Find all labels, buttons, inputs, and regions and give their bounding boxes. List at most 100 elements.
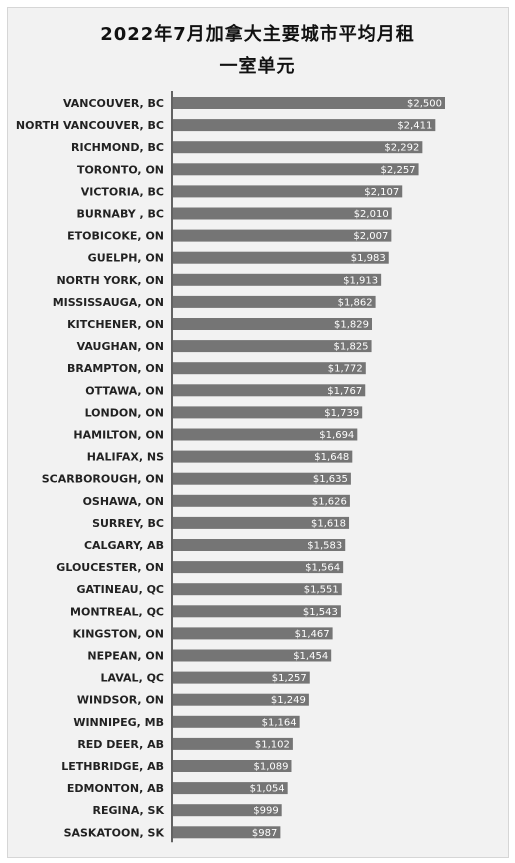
category-label: EDMONTON, AB [67, 782, 164, 795]
bar [173, 141, 423, 154]
data-label: $1,543 [303, 607, 338, 618]
category-label: VAUGHAN, ON [77, 340, 164, 353]
data-label: $1,694 [319, 430, 354, 441]
bar [173, 804, 282, 817]
bar [173, 561, 344, 574]
category-label: BRAMPTON, ON [67, 362, 164, 375]
category-label: NEPEAN, ON [87, 650, 164, 663]
category-label: ETOBICOKE, ON [67, 230, 164, 243]
bar [173, 97, 445, 109]
bar [173, 273, 382, 286]
category-label: OSHAWA, ON [83, 495, 164, 508]
bar [173, 605, 341, 618]
data-label: $2,500 [407, 99, 442, 110]
bar [173, 737, 293, 750]
bar [173, 362, 366, 375]
category-label: VICTORIA, BC [81, 185, 164, 198]
category-label: GUELPH, ON [88, 252, 164, 265]
data-label: $2,107 [364, 187, 399, 198]
category-label: LAVAL, QC [101, 672, 165, 685]
chart-title: 2022年7月加拿大主要城市平均月租 [100, 24, 415, 45]
bar [173, 715, 300, 728]
category-label: OTTAWA, ON [85, 384, 164, 397]
bar [173, 406, 363, 419]
bar [173, 428, 358, 441]
category-labels-layer: VANCOUVER, BC NORTH VANCOUVER, BC RICHMOND… [16, 97, 165, 839]
data-label: $2,411 [397, 121, 432, 132]
data-label: $1,648 [314, 452, 349, 463]
data-label: $1,829 [334, 320, 369, 331]
bar [173, 649, 332, 662]
data-label: $1,054 [250, 784, 285, 795]
data-label: $1,164 [262, 717, 297, 728]
category-label: HALIFAX, NS [87, 451, 164, 464]
data-label: $1,089 [253, 762, 288, 773]
bar [173, 826, 281, 839]
data-label: $1,862 [338, 297, 373, 308]
data-label: $1,983 [351, 253, 386, 264]
data-label: $1,454 [293, 651, 328, 662]
data-label: $1,913 [343, 275, 378, 286]
bar [173, 516, 350, 529]
category-label: SURREY, BC [92, 517, 164, 530]
chart-subtitle: 一室单元 [219, 56, 296, 77]
bar [173, 494, 350, 507]
bar [173, 539, 346, 551]
category-label: VANCOUVER, BC [63, 97, 164, 110]
category-label: SCARBOROUGH, ON [42, 473, 164, 486]
data-label: $1,767 [327, 386, 362, 397]
bar [173, 163, 419, 176]
bar [173, 583, 342, 596]
data-label: $1,772 [328, 364, 363, 375]
category-label: RICHMOND, BC [71, 141, 164, 154]
category-label: BURNABY , BC [76, 208, 164, 221]
bar [173, 340, 372, 353]
data-label: $1,618 [311, 518, 346, 529]
data-label: $1,626 [312, 496, 347, 507]
category-label: KINGSTON, ON [73, 627, 164, 640]
category-label: GATINEAU, QC [76, 583, 164, 596]
data-label: $2,257 [381, 165, 416, 176]
bar [173, 693, 309, 706]
bar [173, 450, 353, 463]
data-label: $1,739 [324, 408, 359, 419]
category-label: HAMILTON, ON [73, 429, 164, 442]
bar [173, 627, 333, 640]
bar [173, 185, 403, 198]
category-label: KITCHENER, ON [67, 318, 164, 331]
category-label: CALGARY, AB [84, 539, 164, 552]
category-label: NORTH VANCOUVER, BC [16, 119, 164, 132]
bar [173, 671, 310, 684]
bar [173, 119, 436, 132]
data-label: $1,551 [304, 585, 339, 596]
bar [173, 782, 288, 795]
data-label: $2,007 [353, 231, 388, 242]
category-label: NORTH YORK, ON [56, 274, 164, 287]
bar [173, 229, 392, 242]
bar [173, 384, 366, 397]
bar [173, 295, 376, 308]
category-label: REGINA, SK [93, 804, 165, 817]
data-label: $1,102 [255, 739, 290, 750]
category-label: WINDSOR, ON [77, 694, 164, 707]
data-label: $2,292 [384, 143, 419, 154]
bar [173, 251, 389, 264]
data-label: $1,564 [305, 563, 340, 574]
data-label: $1,635 [313, 474, 348, 485]
data-label: $1,249 [271, 695, 306, 706]
data-label: $999 [253, 806, 278, 817]
category-label: LETHBRIDGE, AB [61, 760, 164, 773]
category-label: GLOUCESTER, ON [56, 561, 164, 574]
category-label: MONTREAL, QC [70, 605, 164, 618]
bar [173, 760, 292, 772]
data-label: $1,825 [334, 342, 369, 353]
data-label: $1,257 [272, 673, 307, 684]
bar [173, 207, 392, 220]
bar [173, 318, 372, 330]
category-label: MISSISSAUGA, ON [53, 296, 164, 309]
data-label: $2,010 [354, 209, 389, 220]
bars-layer: $2,500 $2,411 $2,292 $2,257 $2,107 $2,010 $2,0… [173, 97, 445, 839]
category-label: WINNIPEG, MB [73, 716, 164, 729]
data-label: $987 [252, 828, 277, 839]
category-label: RED DEER, AB [77, 738, 164, 751]
